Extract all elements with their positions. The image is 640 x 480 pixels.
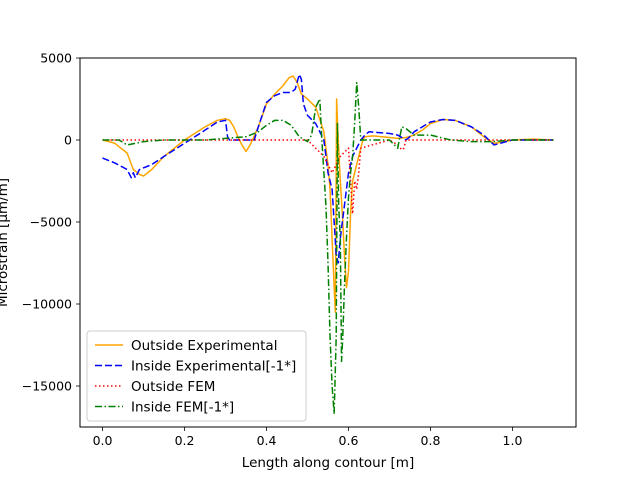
y-tick-label: 0 <box>64 133 72 148</box>
y-axis-label: Microstrain [μm/m] <box>0 178 11 307</box>
plot-frame <box>79 57 577 428</box>
y-axis: 5000 0 −5000 −10000 −15000 <box>22 51 80 394</box>
x-tick-label: 0.6 <box>339 433 359 448</box>
legend: Outside Experimental Inside Experimental[… <box>86 330 307 422</box>
x-tick-label: 1.0 <box>503 433 523 448</box>
y-tick-label: −10000 <box>22 297 72 312</box>
series-line-2 <box>102 73 554 264</box>
series-line-1 <box>102 75 554 313</box>
legend-label-4: Inside FEM[-1*] <box>131 400 234 416</box>
x-tick-label: 0.8 <box>421 433 441 448</box>
x-axis: 0.0 0.2 0.4 0.6 0.8 1.0 <box>93 427 523 448</box>
legend-label-3: Outside FEM <box>131 379 215 395</box>
y-tick-label: −5000 <box>30 215 72 230</box>
x-tick-label: 0.2 <box>175 433 195 448</box>
legend-label-1: Outside Experimental <box>131 338 277 354</box>
y-tick-label: 5000 <box>40 51 72 66</box>
x-axis-label: Length along contour [m] <box>242 455 414 471</box>
legend-label-2: Inside Experimental[-1*] <box>131 359 296 375</box>
legend-box <box>86 330 307 422</box>
series-line-4 <box>102 81 554 415</box>
x-tick-label: 0.0 <box>93 433 113 448</box>
y-tick-label: −15000 <box>22 379 72 394</box>
series-layer <box>102 73 554 415</box>
x-tick-label: 0.4 <box>257 433 277 448</box>
